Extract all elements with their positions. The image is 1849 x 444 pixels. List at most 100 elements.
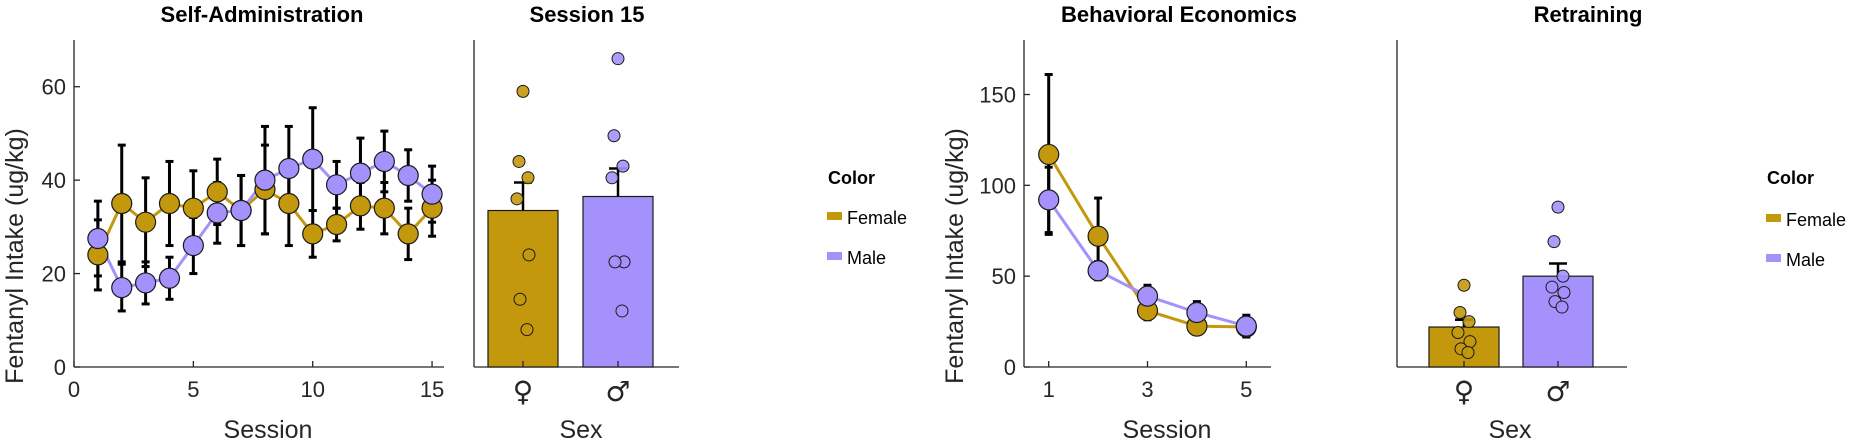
data-point-female xyxy=(510,192,524,206)
legend-label-male: Male xyxy=(847,248,886,268)
ylabel-be: Fentanyl Intake (ug/kg) xyxy=(941,128,969,384)
category-label-female: ♀ xyxy=(513,375,534,408)
data-point-female xyxy=(522,248,536,262)
xlabel-sex-rt: Sex xyxy=(1488,416,1532,444)
data-point-female xyxy=(349,195,372,217)
xlabel-session-sa: Session xyxy=(224,416,313,444)
bar-male xyxy=(582,195,654,368)
data-point-female xyxy=(111,192,133,215)
chart-s15: ♀ ♂ xyxy=(473,40,679,408)
ylabel-sa: Fentanyl Intake (ug/kg) xyxy=(1,128,29,384)
data-point-female xyxy=(512,154,526,168)
data-point-male xyxy=(206,202,228,224)
y-tick-label: 0 xyxy=(54,355,66,380)
x-tick-label: 5 xyxy=(187,377,199,402)
data-point-male xyxy=(397,164,419,187)
y-tick-label: 50 xyxy=(992,264,1016,289)
data-point-male xyxy=(607,129,621,143)
chart-sa: 0 5 10 15 0 20 40 60 xyxy=(42,40,444,402)
data-point-male xyxy=(87,227,109,250)
data-point-male xyxy=(111,276,133,299)
y-tick-label: 40 xyxy=(42,168,66,193)
data-point-male xyxy=(611,52,625,66)
y-tick-label: 0 xyxy=(1004,355,1016,380)
data-point-male xyxy=(1186,301,1208,324)
data-point-male xyxy=(158,267,181,289)
data-point-male xyxy=(1235,315,1257,337)
data-point-male xyxy=(135,272,157,294)
data-point-male xyxy=(608,255,622,269)
data-point-female xyxy=(206,181,228,203)
y-tick-label: 20 xyxy=(42,262,66,287)
category-label-male: ♂ xyxy=(1545,375,1570,408)
data-point-male xyxy=(615,304,629,318)
x-tick-label: 15 xyxy=(420,377,444,402)
chart-rt: ♀ ♂ xyxy=(1396,40,1627,408)
bar-male xyxy=(1522,275,1594,368)
y-tick-label: 150 xyxy=(979,83,1016,108)
data-point-female xyxy=(158,192,181,215)
data-point-female xyxy=(513,292,527,306)
x-tick-label: 0 xyxy=(68,377,80,402)
data-point-female xyxy=(1038,143,1060,166)
xlabel-session-be: Session xyxy=(1123,416,1212,444)
data-point-male xyxy=(349,162,372,184)
data-point-female xyxy=(1453,306,1467,319)
data-point-male xyxy=(230,199,252,222)
x-tick-label: 3 xyxy=(1141,377,1153,402)
data-point-male xyxy=(1547,235,1561,249)
legend-swatch-male xyxy=(1766,254,1781,262)
data-point-male xyxy=(182,234,204,257)
legend-1: Color Female Male xyxy=(827,168,907,268)
data-point-male xyxy=(1556,269,1570,283)
legend-title: Color xyxy=(828,168,875,188)
data-point-male xyxy=(1038,189,1060,211)
title-session-15: Session 15 xyxy=(530,2,645,27)
data-point-male xyxy=(302,148,324,170)
data-point-male xyxy=(1557,286,1571,300)
data-point-female xyxy=(1087,225,1109,247)
data-point-male xyxy=(373,150,395,173)
data-point-male xyxy=(1545,280,1559,294)
y-tick-label: 100 xyxy=(979,173,1016,198)
bar-female xyxy=(487,209,559,368)
data-point-female xyxy=(1457,278,1471,292)
x-tick-label: 5 xyxy=(1240,377,1252,402)
legend-label-male: Male xyxy=(1786,250,1825,270)
data-point-male xyxy=(1087,260,1109,282)
data-point-female xyxy=(182,197,204,219)
data-point-male xyxy=(325,174,348,196)
data-point-male xyxy=(1551,200,1565,214)
data-point-female xyxy=(373,197,395,219)
data-point-male xyxy=(605,171,619,185)
title-self-administration: Self-Administration xyxy=(161,2,364,27)
x-tick-label: 1 xyxy=(1043,377,1055,402)
data-point-female xyxy=(516,84,530,98)
legend-swatch-female xyxy=(827,212,842,220)
data-point-female xyxy=(302,223,324,245)
category-label-female: ♀ xyxy=(1454,375,1475,408)
data-point-male xyxy=(1555,300,1569,314)
data-point-male xyxy=(421,183,443,205)
data-point-female xyxy=(325,213,348,236)
data-point-male xyxy=(616,159,630,173)
data-point-female xyxy=(521,171,535,185)
legend-swatch-male xyxy=(827,252,842,260)
title-retraining: Retraining xyxy=(1534,2,1643,27)
data-point-female xyxy=(1451,325,1465,339)
y-tick-label: 60 xyxy=(42,75,66,100)
data-point-female xyxy=(397,223,419,245)
data-point-male xyxy=(1136,285,1159,307)
legend-swatch-female xyxy=(1766,214,1781,222)
data-point-male xyxy=(254,169,276,191)
data-point-female xyxy=(1461,345,1475,359)
legend-title: Color xyxy=(1767,168,1814,188)
legend-label-female: Female xyxy=(847,208,907,228)
title-behavioral-economics: Behavioral Economics xyxy=(1061,2,1297,27)
legend-2: Color Female Male xyxy=(1766,168,1846,270)
legend-label-female: Female xyxy=(1786,210,1846,230)
data-point-female xyxy=(1462,315,1476,329)
